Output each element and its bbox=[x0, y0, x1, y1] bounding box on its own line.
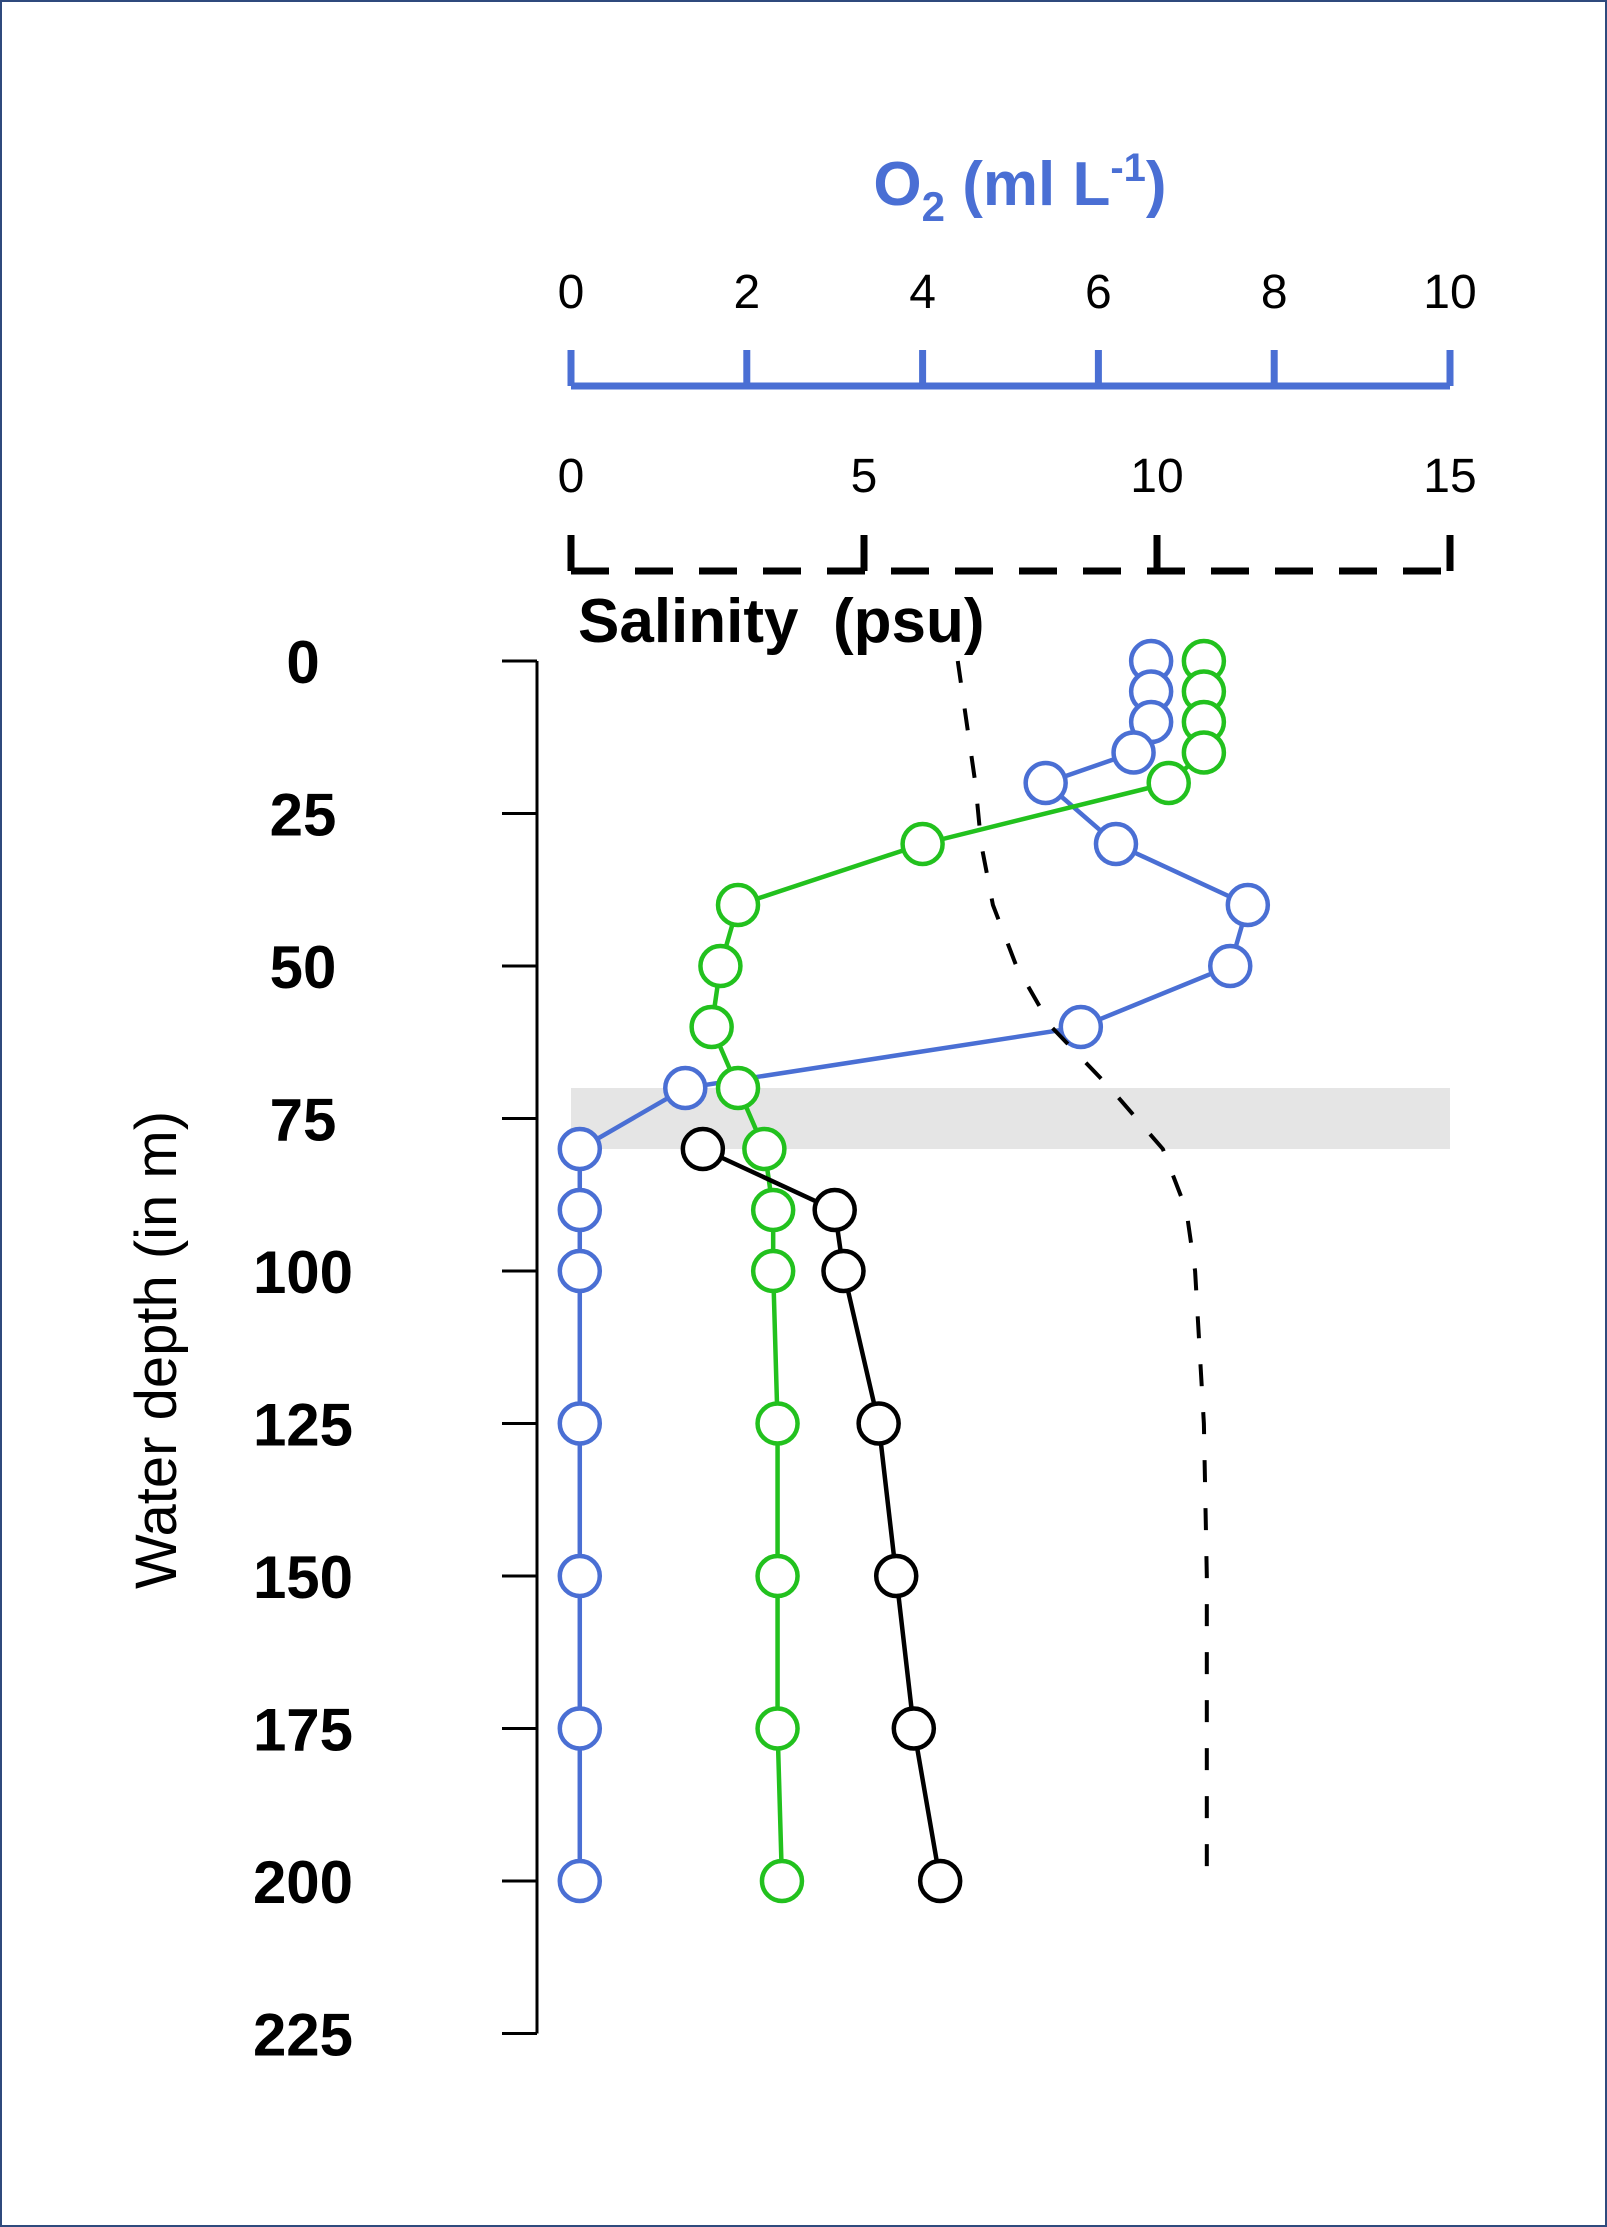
series-line bbox=[701, 1146, 943, 1882]
depth-tick-label: 0 bbox=[286, 629, 319, 696]
salinity-tick-label: 0 bbox=[558, 450, 585, 503]
data-point bbox=[557, 1858, 603, 1904]
depth-tick-label: 50 bbox=[270, 934, 337, 1001]
depth-tick-label: 175 bbox=[253, 1697, 353, 1764]
data-point bbox=[663, 1065, 708, 1111]
data-point bbox=[755, 1401, 800, 1446]
data-point bbox=[1058, 1004, 1104, 1050]
data-point bbox=[856, 1401, 901, 1446]
data-point bbox=[689, 1004, 734, 1050]
data-point bbox=[755, 1706, 800, 1751]
data-point bbox=[698, 943, 743, 989]
o2-title-sub: 2 bbox=[922, 183, 945, 230]
depth-tick-label: 125 bbox=[253, 1392, 353, 1459]
data-point bbox=[715, 882, 761, 928]
data-point bbox=[742, 1126, 787, 1172]
depth-tick-label: 150 bbox=[253, 1544, 353, 1611]
data-point bbox=[557, 1126, 603, 1172]
data-point bbox=[1181, 730, 1227, 775]
o2-title-close: ) bbox=[1146, 150, 1167, 219]
data-point bbox=[557, 1248, 603, 1294]
salinity-tick-label: 10 bbox=[1130, 450, 1183, 503]
data-point bbox=[557, 1706, 603, 1751]
data-point bbox=[557, 1401, 603, 1446]
series-1 bbox=[689, 638, 1227, 1904]
o2-axis: 0 2 4 6 8 10 bbox=[558, 266, 1477, 390]
data-point bbox=[557, 1187, 603, 1233]
o2-title-main: O bbox=[873, 150, 921, 219]
data-point bbox=[680, 1126, 726, 1172]
depth-tick-label: 225 bbox=[253, 2002, 353, 2069]
series-layer bbox=[557, 638, 1271, 1904]
o2-tick-label: 4 bbox=[909, 266, 936, 319]
depth-tick-label: 75 bbox=[270, 1087, 337, 1154]
data-point bbox=[1093, 821, 1139, 867]
data-point bbox=[755, 1553, 800, 1599]
data-point bbox=[1208, 943, 1253, 989]
salinity-tick-label: 5 bbox=[851, 450, 878, 503]
salinity-tick-label: 15 bbox=[1423, 450, 1476, 503]
o2-tick-label: 8 bbox=[1261, 266, 1288, 319]
series-3 bbox=[955, 660, 1209, 1881]
o2-tick-label: 2 bbox=[733, 266, 760, 319]
data-point bbox=[1146, 760, 1191, 806]
data-point bbox=[873, 1553, 919, 1599]
series-2 bbox=[680, 1126, 963, 1904]
series-0 bbox=[557, 638, 1271, 1904]
o2-axis-title: O2 (ml L-1) bbox=[873, 146, 1166, 230]
depth-axis: 0 25 50 75 100 125 150 175 200 225 bbox=[253, 629, 539, 2069]
data-point bbox=[759, 1858, 805, 1904]
series-line bbox=[955, 660, 1209, 1881]
data-point bbox=[557, 1553, 603, 1599]
o2-tick-label: 0 bbox=[558, 266, 585, 319]
salinity-axis: 0 5 10 15 bbox=[558, 450, 1477, 575]
data-point bbox=[900, 821, 945, 867]
data-point bbox=[750, 1248, 796, 1294]
data-point bbox=[1225, 882, 1271, 928]
data-point bbox=[917, 1858, 963, 1904]
data-point bbox=[1023, 760, 1068, 806]
depth-tick-label: 100 bbox=[253, 1239, 353, 1306]
depth-tick-label: 25 bbox=[270, 782, 337, 849]
depth-tick-label: 200 bbox=[253, 1849, 353, 1916]
data-point bbox=[891, 1706, 937, 1751]
depth-axis-title: Water depth (in m) bbox=[124, 1111, 189, 1589]
data-point bbox=[1111, 730, 1156, 775]
salinity-axis-title: Salinity (psu) bbox=[578, 587, 984, 656]
data-point bbox=[715, 1065, 761, 1111]
data-point bbox=[812, 1187, 857, 1233]
o2-tick-label: 10 bbox=[1423, 266, 1476, 319]
o2-title-sup: -1 bbox=[1110, 146, 1146, 190]
data-point bbox=[750, 1187, 796, 1233]
o2-tick-label: 6 bbox=[1085, 266, 1112, 319]
o2-title-units: (ml L bbox=[945, 150, 1110, 219]
data-point bbox=[821, 1248, 866, 1294]
